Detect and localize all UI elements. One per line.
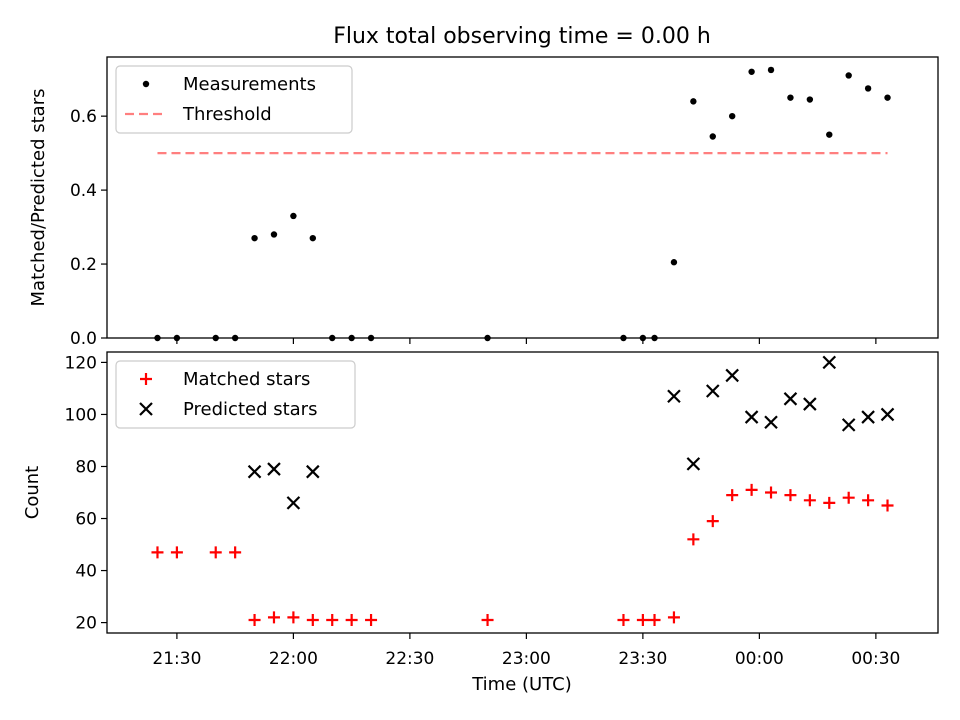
chart-title: Flux total observing time = 0.00 h xyxy=(333,24,711,49)
legend-label: Threshold xyxy=(182,104,272,125)
y-tick-label: 60 xyxy=(75,510,97,530)
matched-star-point xyxy=(229,546,242,559)
matched-star-point xyxy=(636,613,649,626)
matched-star-point xyxy=(842,491,855,504)
predicted-star-point xyxy=(803,397,817,411)
predicted-star-point xyxy=(686,457,701,471)
predicted-star-point xyxy=(306,464,320,479)
measurement-point xyxy=(670,259,678,266)
matched-star-point xyxy=(345,613,358,626)
plot-area-frame xyxy=(106,351,939,634)
measurement-point xyxy=(270,231,278,238)
predicted-star-point xyxy=(267,462,281,476)
legend-marker xyxy=(140,373,152,385)
x-tick-label: 00:00 xyxy=(735,649,784,669)
legend-label: Predicted stars xyxy=(183,399,317,420)
x-tick-label: 23:00 xyxy=(502,649,551,669)
legend-marker xyxy=(142,80,150,88)
star-count-panel: Count Time (UTC) 20 40 60 80 100 120 21:30 22:0… xyxy=(22,351,939,695)
y-tick-label: 0.4 xyxy=(70,181,97,201)
matched-star-point xyxy=(803,494,816,507)
measurement-point xyxy=(845,72,852,79)
y-tick-label: 0.6 xyxy=(70,107,97,127)
legend: Measurements Threshold xyxy=(115,65,353,134)
matched-star-point xyxy=(481,613,494,626)
measurement-point xyxy=(728,112,736,120)
matched-star-point xyxy=(823,496,836,509)
measurement-point xyxy=(826,131,833,138)
measurement-point xyxy=(884,94,891,101)
measurement-point xyxy=(309,234,317,242)
matched-star-point xyxy=(287,611,300,624)
matched-star-point xyxy=(248,613,261,626)
matched-star-point xyxy=(706,515,719,528)
measurement-point xyxy=(806,96,814,103)
y-tick-label: 100 xyxy=(65,405,97,425)
x-tick-label: 22:00 xyxy=(269,649,318,669)
matched-star-point xyxy=(862,494,875,507)
predicted-star-point xyxy=(744,410,759,424)
matched-star-point xyxy=(745,483,758,496)
matched-star-point xyxy=(365,613,378,626)
y-tick-label: 0.2 xyxy=(70,255,97,275)
matched-star-point xyxy=(765,486,778,499)
y-axis-label: Count xyxy=(22,466,43,519)
matched-star-point xyxy=(209,546,222,559)
measurement-point xyxy=(864,85,872,92)
predicted-star-point xyxy=(861,410,875,424)
matched-star-point xyxy=(267,611,280,624)
y-tick-label: 20 xyxy=(75,614,97,634)
matched-star-point xyxy=(881,499,894,512)
y-tick-label: 120 xyxy=(65,353,97,373)
matched-star-point xyxy=(170,546,183,559)
y-axis-label: Matched/Predicted stars xyxy=(28,89,49,307)
measurement-point xyxy=(251,234,258,242)
flux-ratio-panel: Flux total observing time = 0.00 h Match… xyxy=(28,24,939,349)
predicted-star-point xyxy=(247,464,262,479)
legend-label: Matched stars xyxy=(183,369,310,390)
predicted-star-point xyxy=(286,496,301,510)
predicted-star-point xyxy=(822,355,837,370)
plot-area-frame xyxy=(106,56,939,339)
predicted-star-point xyxy=(783,392,798,406)
measurement-point xyxy=(290,212,297,220)
matched-star-point xyxy=(151,546,164,559)
matched-star-point xyxy=(326,613,339,626)
matched-star-point xyxy=(306,613,319,626)
matched-star-point xyxy=(687,533,700,546)
measurement-point xyxy=(748,68,755,75)
matched-star-point xyxy=(648,613,661,626)
predicted-star-point xyxy=(705,384,720,398)
predicted-star-point xyxy=(725,368,739,383)
legend-marker xyxy=(139,402,153,416)
matched-star-point xyxy=(726,489,739,502)
legend-label: Measurements xyxy=(183,74,316,95)
x-axis-label: Time (UTC) xyxy=(471,674,572,695)
measurement-point xyxy=(709,133,716,140)
predicted-star-point xyxy=(841,418,856,432)
x-tick-label: 23:30 xyxy=(618,649,667,669)
measurement-point xyxy=(787,94,794,101)
legend: Matched stars Predicted stars xyxy=(115,360,356,429)
matched-star-point xyxy=(784,489,797,502)
legend-box xyxy=(115,360,356,429)
predicted-star-point xyxy=(764,415,778,430)
x-tick-label: 00:30 xyxy=(851,649,900,669)
predicted-star-point xyxy=(667,389,681,404)
measurement-point xyxy=(690,98,697,105)
predicted-star-point xyxy=(880,407,895,422)
x-tick-label: 21:30 xyxy=(152,649,201,669)
y-tick-label: 40 xyxy=(75,562,97,582)
x-tick-label: 22:30 xyxy=(385,649,434,669)
measurement-point xyxy=(767,66,775,74)
matched-star-point xyxy=(617,613,630,626)
y-tick-label: 80 xyxy=(75,457,97,477)
matched-star-point xyxy=(667,611,680,624)
legend-box xyxy=(115,65,353,134)
y-tick-label: 0.0 xyxy=(70,329,97,349)
